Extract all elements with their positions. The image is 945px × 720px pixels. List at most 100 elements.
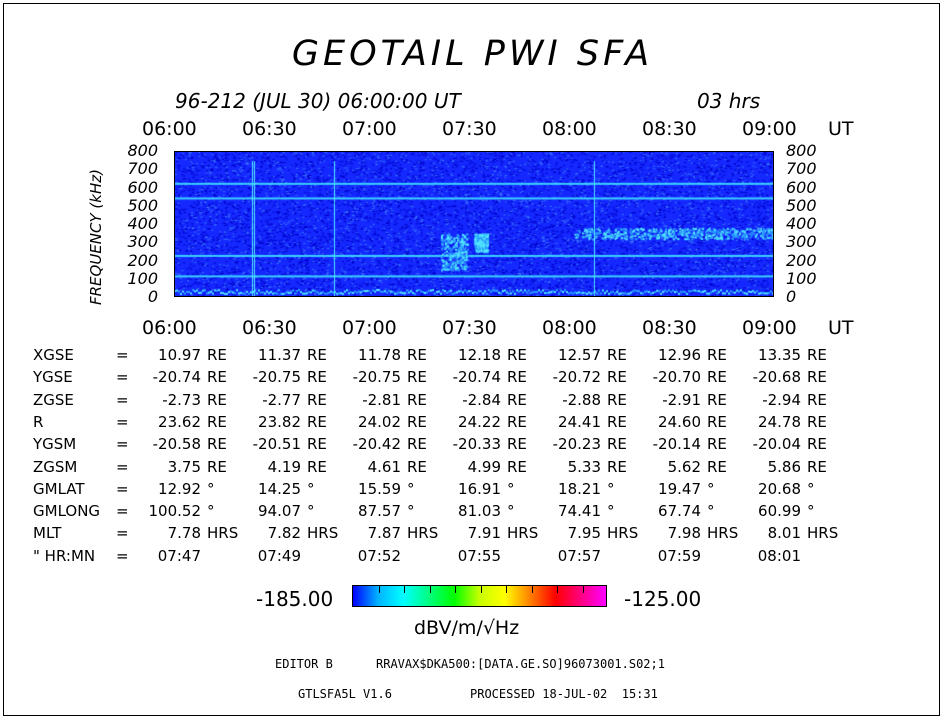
x-tick-label: 06:00 [142,317,197,339]
ephemeris-unit: ° [207,502,215,521]
ephemeris-unit: ° [307,479,315,498]
ephemeris-value: -2.88 [562,390,601,409]
ephemeris-unit: ° [207,479,215,498]
y-tick-label: 200 [786,250,817,270]
y-tick-label: 300 [127,232,158,252]
x-tick-label: 07:00 [342,118,397,140]
ephemeris-unit: RE [407,368,427,387]
y-tick-label: 200 [127,250,158,270]
ephemeris-value: 16.91 [458,479,501,498]
ephemeris-label: " HR:MN [33,546,96,565]
ephemeris-unit: HRS [607,524,639,543]
y-tick-label: 500 [127,195,158,215]
ephemeris-value: 23.82 [258,412,301,431]
ephemeris-value: -2.91 [662,390,701,409]
ephemeris-unit: HRS [407,524,439,543]
y-tick-label: 800 [127,141,158,160]
colorbar-min: -185.00 [256,587,334,611]
ephemeris-unit: HRS [707,524,739,543]
y-tick-label: 700 [786,159,817,179]
ephemeris-value: 12.96 [658,346,701,364]
ephemeris-value: 7.91 [467,524,501,543]
ephemeris-equals: = [116,346,129,364]
spectrogram-border [174,151,774,297]
ephemeris-value: 07:59 [657,546,701,565]
ephemeris-value: 3.75 [167,457,201,476]
ephemeris-unit: ° [707,502,715,521]
ephemeris-value: 5.62 [667,457,701,476]
colorbar-unit: dBV/m/√Hz [414,617,520,639]
ephemeris-unit: RE [207,435,227,454]
x-tick-label: 09:00 [742,118,797,140]
ephemeris-unit: RE [607,346,627,364]
ephemeris-value: 07:52 [357,546,401,565]
ephemeris-unit: RE [207,412,227,431]
y-tick-label: 400 [786,214,817,233]
ephemeris-value: 4.61 [367,457,401,476]
ephemeris-equals: = [116,479,129,498]
ephemeris-value: 24.02 [358,412,401,431]
ephemeris-unit: HRS [207,524,239,543]
ephemeris-value: 18.21 [558,479,601,498]
ephemeris-value: 24.60 [658,412,701,431]
ephemeris-label: YGSE [33,368,73,387]
ephemeris-value: 60.99 [758,502,801,521]
x-tick-label: 08:30 [642,317,697,339]
ephemeris-value: 5.33 [567,457,601,476]
ephemeris-unit: RE [307,457,327,476]
ephemeris-unit: RE [207,346,227,364]
ephemeris-value: 20.68 [758,479,801,498]
ephemeris-unit: ° [507,479,515,498]
ephemeris-label: R [33,412,44,431]
ephemeris-value: 23.62 [158,412,201,431]
y-tick-label: 0 [786,287,797,306]
ephemeris-value: 100.52 [148,502,202,521]
y-tick-label: 0 [147,287,158,306]
y-axis-label: FREQUENCY (kHz) [87,169,105,305]
ephemeris-value: 15.59 [358,479,401,498]
ephemeris-label: GMLAT [33,479,85,498]
ephemeris-value: 24.78 [758,412,801,431]
ephemeris-equals: = [116,524,129,543]
ephemeris-unit: RE [407,435,427,454]
ephemeris-equals: = [116,368,129,387]
ephemeris-equals: = [116,412,129,431]
ephemeris-unit: RE [807,412,827,431]
ephemeris-value: 12.57 [558,346,601,364]
ephemeris-value: 67.74 [658,502,701,521]
x-unit-label: UT [828,118,854,140]
ephemeris-value: 4.19 [267,457,301,476]
ephemeris-unit: ° [607,502,615,521]
footer-path: RRAVAX$DKA500:[DATA.GE.SO]96073001.S02;1 [376,657,665,671]
colorbar-tick [557,585,558,593]
ephemeris-value: -2.84 [462,390,501,409]
ephemeris-unit: RE [807,390,827,409]
ephemeris-value: 87.57 [358,502,401,521]
ephemeris-unit: RE [507,457,527,476]
ephemeris-value: 94.07 [258,502,301,521]
ephemeris-value: -2.73 [162,390,201,409]
ephemeris-unit: RE [307,412,327,431]
ephemeris-value: 24.41 [558,412,601,431]
ephemeris-value: -20.42 [352,435,401,454]
ephemeris-value: 10.97 [158,346,201,364]
ephemeris-unit: RE [507,346,527,364]
ephemeris-value: 19.47 [658,479,701,498]
ephemeris-value: 11.78 [358,346,401,364]
ephemeris-unit: RE [707,346,727,364]
ephemeris-unit: RE [807,435,827,454]
ephemeris-equals: = [116,502,129,521]
ephemeris-equals: = [116,546,129,565]
ephemeris-label: ZGSE [33,390,74,409]
ephemeris-value: -20.51 [252,435,301,454]
ephemeris-value: 07:47 [157,546,201,565]
y-tick-label: 700 [127,159,158,179]
ephemeris-unit: RE [707,412,727,431]
ephemeris-value: 5.86 [767,457,801,476]
x-tick-label: 08:00 [542,317,597,339]
ephemeris-unit: ° [807,479,815,498]
colorbar-tick [455,585,456,593]
colorbar-tick [378,585,380,593]
ephemeris-equals: = [116,457,129,476]
ephemeris-unit: RE [507,412,527,431]
